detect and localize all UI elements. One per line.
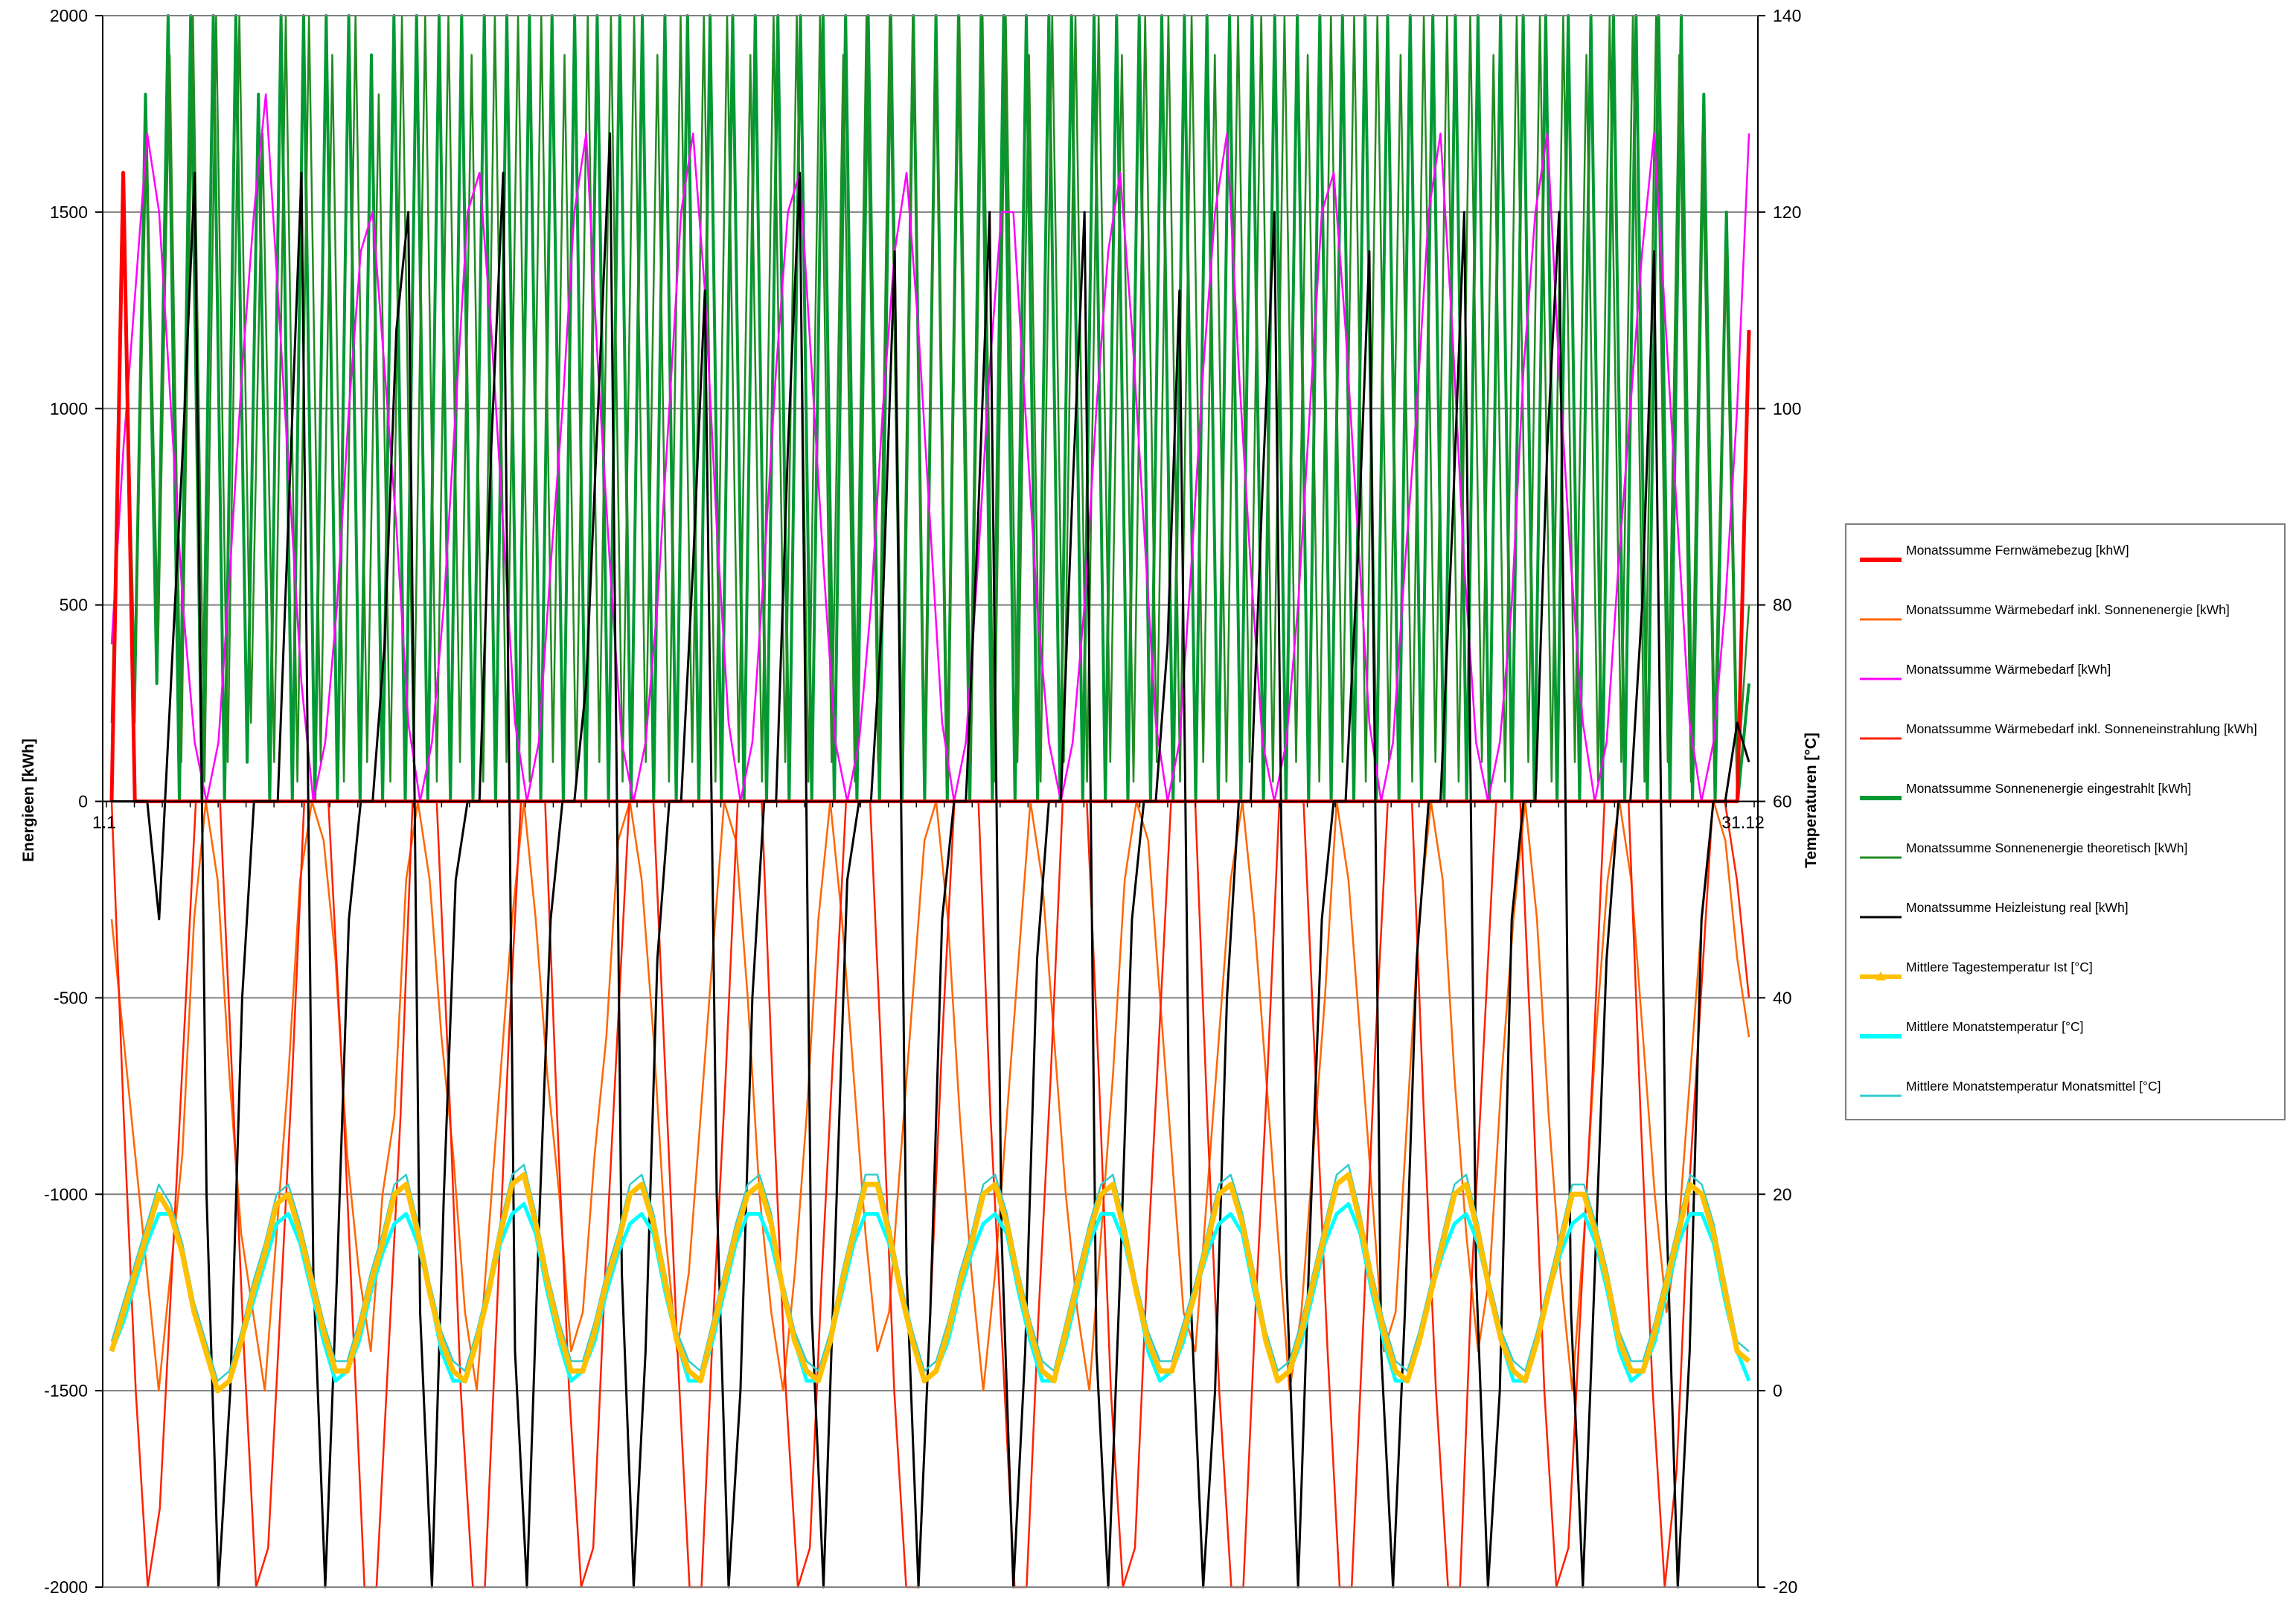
legend-label: Monatssumme Wärmebedarf inkl. Sonnenener… <box>1906 602 2230 617</box>
legend-label: Mittlere Tagestemperatur Ist [°C] <box>1906 960 2093 974</box>
legend-swatch <box>1860 618 1902 621</box>
legend-label: Monatssumme Wärmebedarf inkl. Sonneneins… <box>1906 721 2257 736</box>
y-tick-label: 0 <box>78 792 88 811</box>
y-tick-label: -1500 <box>44 1381 88 1400</box>
legend-label: Monatssumme Heizleistung real [kWh] <box>1906 900 2129 915</box>
series-line <box>109 1172 1751 1394</box>
legend-swatch <box>1860 796 1902 800</box>
legend-swatch <box>1860 856 1902 859</box>
legend-entry: Monatssumme Fernwämebezug [khW] <box>1846 538 2284 583</box>
legend-entry: Monatssumme Wärmebedarf inkl. Sonnenener… <box>1846 598 2284 642</box>
y-tick-label: 1000 <box>50 399 88 418</box>
legend-label: Monatssumme Wärmebedarf [kWh] <box>1906 662 2111 677</box>
y2-tick-label: 20 <box>1773 1184 1792 1204</box>
y-axis-label: Energieen [kWh] <box>20 738 37 862</box>
x-tick-label-end: 31.12 <box>1721 813 1765 832</box>
y2-tick-label: 40 <box>1773 988 1792 1007</box>
legend-entry: Mittlere Monatstemperatur [°C] <box>1846 1015 2284 1059</box>
y-tick-label: 1500 <box>50 202 88 222</box>
y-tick-label: -500 <box>54 988 88 1007</box>
legend-entry: Monatssumme Wärmebedarf [kWh] <box>1846 657 2284 702</box>
legend-entry: Mittlere Tagestemperatur Ist [°C] <box>1846 955 2284 1000</box>
y-tick-label: 500 <box>60 596 88 615</box>
legend-swatch <box>1860 558 1902 562</box>
legend-entry: Monatssumme Wärmebedarf inkl. Sonneneins… <box>1846 717 2284 762</box>
legend-label: Mittlere Monatstemperatur Monatsmittel [… <box>1906 1079 2161 1094</box>
tick-labels: 2000 140 1500 120 1000 100 500 80 0 60 -500 40 -1000… <box>44 6 1801 1597</box>
y2-tick-label: 60 <box>1773 792 1792 811</box>
legend-swatch <box>1860 1034 1902 1038</box>
legend-swatch <box>1860 1094 1902 1097</box>
series-line <box>112 132 1750 1589</box>
chart-legend: Monatssumme Fernwämebezug [khW] Monatssu… <box>1845 523 2286 1120</box>
legend-swatch <box>1860 916 1902 919</box>
legend-entry: Monatssumme Sonnenenergie eingestrahlt [… <box>1846 776 2284 821</box>
series-line <box>110 800 1750 1392</box>
legend-label: Monatssumme Sonnenenergie theoretisch [k… <box>1906 840 2188 855</box>
legend-swatch <box>1860 677 1902 680</box>
legend-label: Monatssumme Sonnenenergie eingestrahlt [… <box>1906 781 2192 796</box>
series-line <box>110 14 1750 783</box>
y2-tick-label: 140 <box>1773 6 1801 25</box>
y2-tick-label: 100 <box>1773 399 1801 418</box>
y2-tick-label: 0 <box>1773 1381 1782 1400</box>
legend-label: Mittlere Monatstemperatur [°C] <box>1906 1019 2084 1034</box>
y-tick-label: 2000 <box>50 6 88 25</box>
legend-label: Monatssumme Fernwämebezug [khW] <box>1906 543 2129 558</box>
legend-entry: Mittlere Monatstemperatur Monatsmittel [… <box>1846 1074 2284 1119</box>
legend-entry: Monatssumme Heizleistung real [kWh] <box>1846 896 2284 940</box>
y2-axis-label: Temperaturen [°C] <box>1803 733 1820 868</box>
y-tick-label: -1000 <box>44 1184 88 1204</box>
series-line <box>110 93 1750 802</box>
y2-tick-label: -20 <box>1773 1577 1797 1597</box>
legend-swatch <box>1860 737 1902 740</box>
y2-tick-label: 120 <box>1773 202 1801 222</box>
x-tick-label-start: 1.1 <box>92 813 116 832</box>
legend-swatch <box>1860 971 1902 980</box>
legend-entry: Monatssumme Sonnenenergie theoretisch [k… <box>1846 836 2284 881</box>
axes <box>95 15 1765 1588</box>
y-tick-label: -2000 <box>44 1577 88 1597</box>
y2-tick-label: 80 <box>1773 596 1792 615</box>
